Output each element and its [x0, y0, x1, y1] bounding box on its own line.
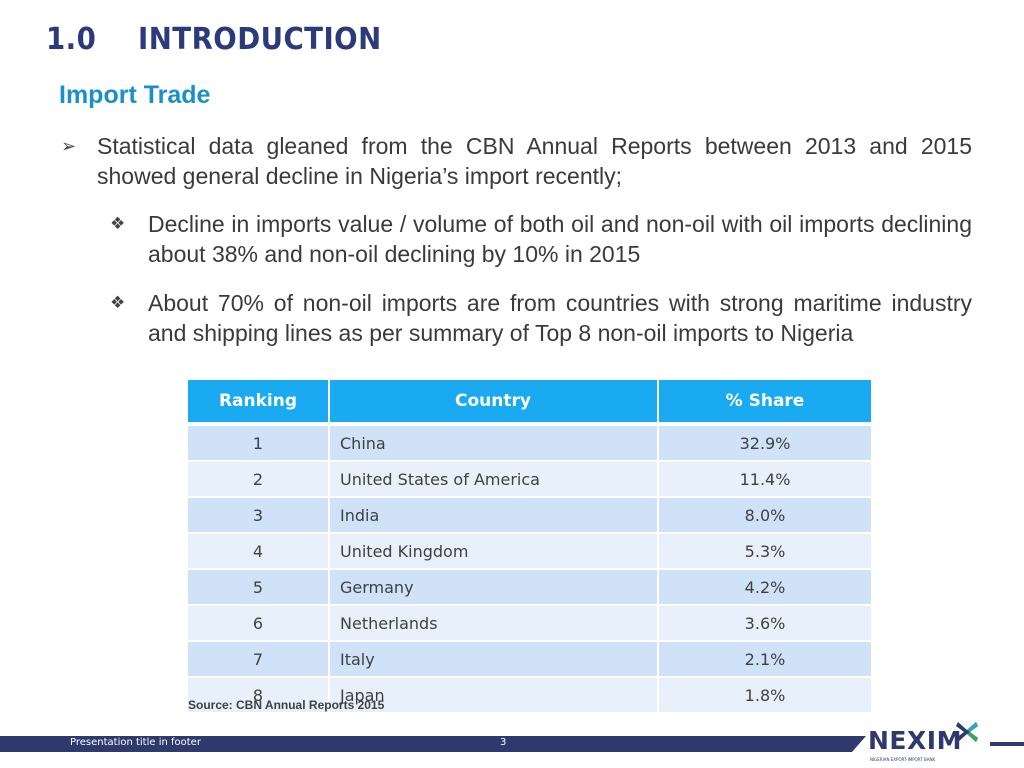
rank-cell: 3	[188, 497, 330, 534]
country-cell: Italy	[329, 641, 659, 678]
bullet-text: About 70% of non-oil imports are from co…	[148, 290, 972, 346]
sub-bullet-item: ❖ Decline in imports value / volume of b…	[110, 209, 972, 269]
footer-title: Presentation title in footer	[70, 737, 201, 748]
rank-cell: 1	[188, 424, 330, 462]
table-row: 3 India 8.0%	[188, 497, 871, 534]
column-header-share: % Share	[658, 380, 871, 426]
column-header-country: Country	[329, 380, 659, 426]
table-row: 1 China 32.9%	[188, 424, 871, 462]
slide-heading: 1.0 INTRODUCTION	[46, 22, 382, 57]
logo-wordmark: NEXIM	[868, 726, 962, 755]
footer-divider	[990, 742, 1024, 746]
share-cell: 32.9%	[658, 424, 871, 462]
rank-cell: 7	[188, 641, 330, 678]
table-row: 8 Japan 1.8%	[188, 677, 871, 714]
country-cell: United States of America	[329, 461, 659, 498]
share-cell: 2.1%	[658, 641, 871, 678]
section-number: 1.0	[46, 22, 97, 57]
arrow-bullet-icon: ➢	[61, 136, 77, 156]
rank-cell: 8	[188, 677, 330, 714]
share-cell: 3.6%	[658, 605, 871, 642]
logo-mark-icon	[956, 722, 978, 742]
share-cell: 8.0%	[658, 497, 871, 534]
table-row: 7 Italy 2.1%	[188, 641, 871, 678]
slide-subtitle: Import Trade	[59, 81, 211, 109]
country-cell: Netherlands	[329, 605, 659, 642]
rank-cell: 4	[188, 533, 330, 570]
sub-bullet-item: ❖ About 70% of non-oil imports are from …	[110, 288, 972, 348]
bullet-text: Statistical data gleaned from the CBN An…	[97, 133, 972, 189]
table-row: 4 United Kingdom 5.3%	[188, 533, 871, 570]
logo-tagline: NIGERIAN EXPORT-IMPORT BANK	[870, 757, 936, 762]
country-cell: Germany	[329, 569, 659, 606]
footer-bar	[0, 736, 866, 752]
table-source: Source: CBN Annual Reports 2015	[188, 698, 385, 712]
page-number: 3	[500, 737, 507, 748]
section-title: INTRODUCTION	[138, 22, 382, 57]
rank-cell: 2	[188, 461, 330, 498]
country-cell: United Kingdom	[329, 533, 659, 570]
rank-cell: 5	[188, 569, 330, 606]
bullet-item: ➢ Statistical data gleaned from the CBN …	[61, 131, 972, 191]
share-cell: 1.8%	[658, 677, 871, 714]
nexim-logo: NEXIM NIGERIAN EXPORT-IMPORT BANK	[868, 720, 980, 766]
share-cell: 5.3%	[658, 533, 871, 570]
share-cell: 4.2%	[658, 569, 871, 606]
share-cell: 11.4%	[658, 461, 871, 498]
table-row: 2 United States of America 11.4%	[188, 461, 871, 498]
bullet-text: Decline in imports value / volume of bot…	[148, 211, 972, 267]
rank-cell: 6	[188, 605, 330, 642]
table-row: 5 Germany 4.2%	[188, 569, 871, 606]
column-header-ranking: Ranking	[188, 380, 330, 426]
country-cell: India	[329, 497, 659, 534]
imports-table: Ranking Country % Share 1 China 32.9% 2 …	[188, 380, 871, 714]
table-row: 6 Netherlands 3.6%	[188, 605, 871, 642]
country-cell: Japan	[329, 677, 659, 714]
diamond-bullet-icon: ❖	[110, 293, 126, 312]
table-header-row: Ranking Country % Share	[188, 380, 871, 426]
country-cell: China	[329, 424, 659, 462]
diamond-bullet-icon: ❖	[110, 214, 126, 233]
